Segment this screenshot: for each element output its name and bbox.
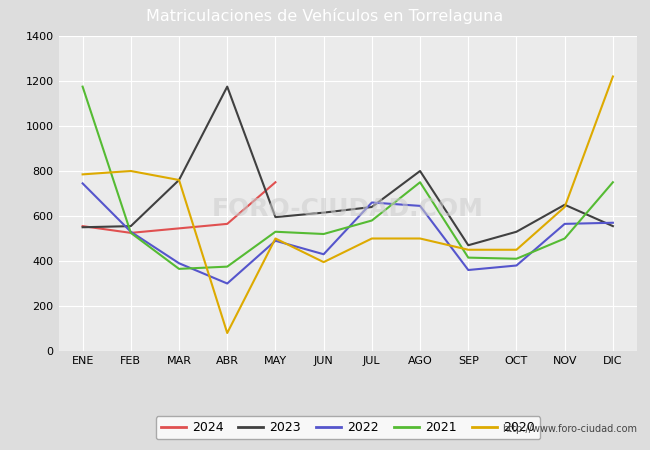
Text: http://www.foro-ciudad.com: http://www.foro-ciudad.com — [502, 424, 637, 434]
Text: Matriculaciones de Vehículos en Torrelaguna: Matriculaciones de Vehículos en Torrelag… — [146, 8, 504, 24]
Legend: 2024, 2023, 2022, 2021, 2020: 2024, 2023, 2022, 2021, 2020 — [155, 416, 540, 439]
Text: FORO-CIUDAD.COM: FORO-CIUDAD.COM — [212, 197, 484, 221]
